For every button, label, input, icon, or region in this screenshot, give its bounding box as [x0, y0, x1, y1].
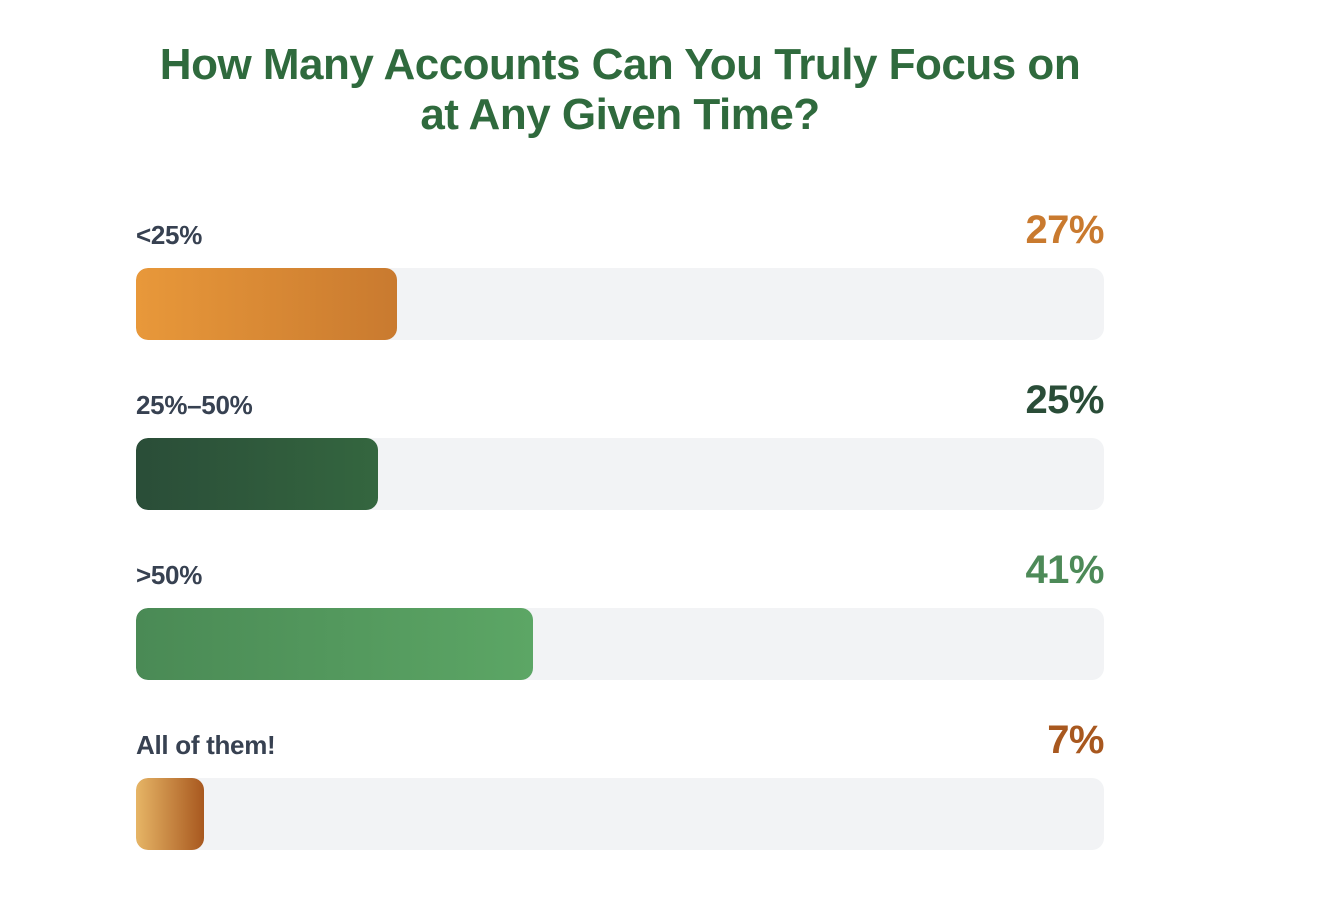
bar-track: [136, 438, 1104, 510]
value-label: 27%: [1025, 208, 1104, 252]
bar-row: <25% 27%: [136, 208, 1104, 360]
bar: [136, 608, 533, 680]
bar: [136, 438, 378, 510]
bar-track: [136, 608, 1104, 680]
category-label: All of them!: [136, 730, 276, 760]
chart-title: How Many Accounts Can You Truly Focus on…: [159, 40, 1081, 139]
bar-row: >50% 41%: [136, 548, 1104, 700]
bar-track: [136, 778, 1104, 850]
bar-track: [136, 268, 1104, 340]
value-label: 41%: [1025, 548, 1104, 592]
chart: How Many Accounts Can You Truly Focus on…: [136, 0, 1104, 910]
value-label: 25%: [1025, 378, 1104, 422]
category-label: <25%: [136, 220, 203, 250]
category-label: 25%–50%: [136, 390, 253, 420]
bar: [136, 778, 204, 850]
value-label: 7%: [1047, 718, 1104, 762]
bar-row: 25%–50% 25%: [136, 378, 1104, 530]
category-label: >50%: [136, 560, 203, 590]
bar: [136, 268, 398, 340]
bar-row: All of them! 7%: [136, 718, 1104, 870]
